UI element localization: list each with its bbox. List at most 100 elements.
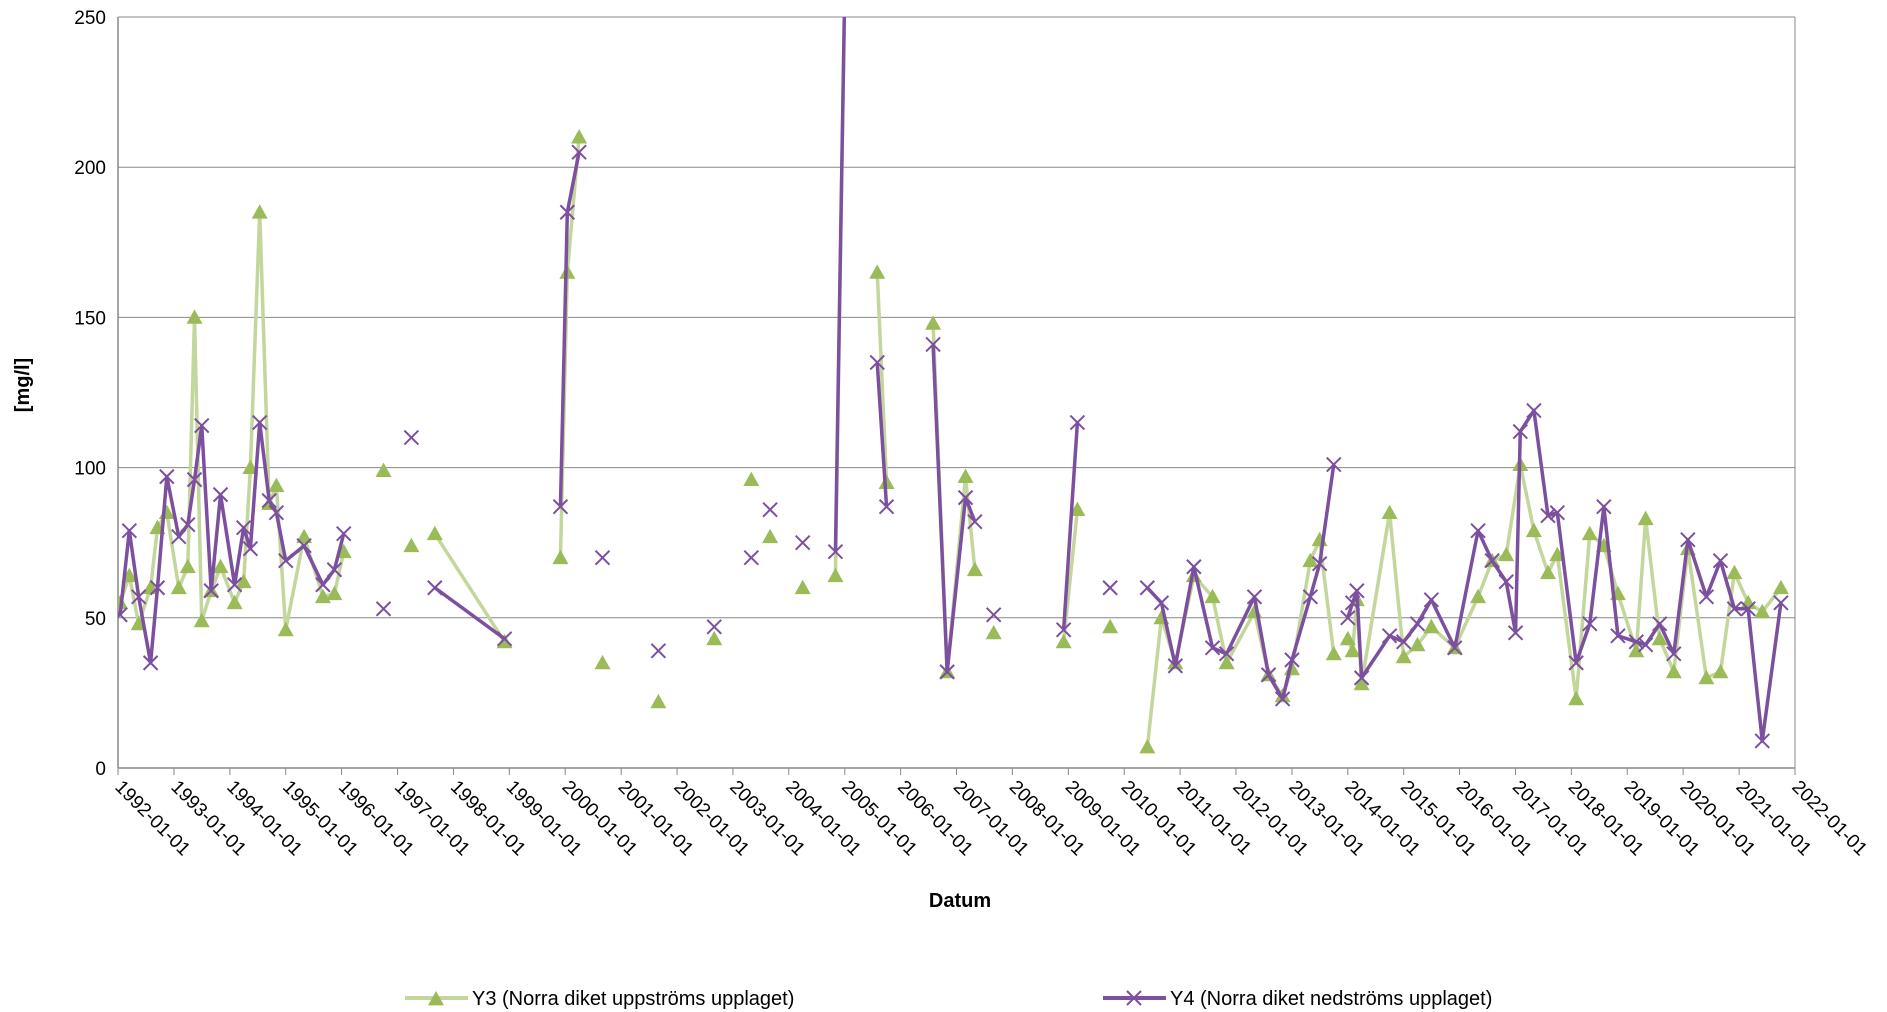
data-point-y3 [186,309,203,324]
series-layer [118,17,1789,754]
series-y4 [118,17,1789,749]
data-point-y3 [296,528,313,544]
data-point-y3 [1381,504,1398,520]
data-point-y4 [1582,616,1598,632]
data-point-y4 [1344,595,1361,611]
series-line-y3 [875,272,889,483]
data-point-y3 [326,585,343,601]
legend-y3-marker [428,991,444,1006]
data-point-y3 [762,528,779,544]
data-point-y3 [743,471,760,487]
data-point-y3 [1204,588,1221,604]
data-point-y4 [1055,622,1072,638]
data-point-y4 [1773,595,1789,611]
data-point-y3 [226,594,243,610]
data-point-y3 [1581,525,1598,541]
y-tick-labels: 0 50 100 150 200 250 [74,8,106,780]
series-y3 [118,17,1789,754]
data-point-y4 [1726,601,1743,617]
data-point-y3 [1069,501,1086,517]
data-point-y4 [186,471,203,488]
data-point-y4 [1680,531,1696,548]
data-point-y3 [179,558,196,574]
data-point-y4 [594,550,611,566]
data-point-y3 [985,624,1002,640]
data-point-y4 [552,498,569,515]
data-point-y4 [1652,616,1668,632]
data-point-y4 [1666,646,1682,662]
gridlines [118,16,1795,619]
data-point-y3 [1498,546,1515,562]
data-point-y4 [571,144,587,160]
data-point-y4 [496,631,513,647]
legend: Y3 (Norra diket uppströms upplaget) Y4 (… [405,988,1492,1010]
axes [117,17,1796,775]
data-point-y3 [1423,618,1440,634]
series-line-y4 [1061,422,1080,630]
legend-item-y3: Y3 (Norra diket uppströms upplaget) [405,988,794,1010]
data-point-y4 [1637,637,1654,653]
data-point-y3 [1102,618,1119,634]
data-point-y4 [142,655,159,671]
series-line-y4 [833,17,847,552]
data-point-y3 [1754,603,1771,619]
y-tick-label: 150 [74,308,106,329]
data-point-y4 [403,429,420,446]
data-point-y4 [242,541,259,557]
data-point-y4 [1274,691,1291,707]
y-tick-label: 100 [74,459,106,480]
data-point-y3 [1470,588,1487,604]
data-point-y4 [1712,553,1729,569]
data-point-y4 [650,643,667,659]
data-point-y4 [1311,556,1328,572]
data-point-y4 [1353,670,1370,686]
data-point-y4 [762,501,778,518]
data-point-y4 [1395,634,1412,650]
data-point-y4 [1340,610,1356,626]
data-point-y4 [235,519,252,536]
x-tick-labels: 1992-01-011993-01-011994-01-011995-01-01… [110,777,1871,861]
data-point-y4 [1754,733,1770,749]
y-axis-title: [mg/l] [12,358,34,412]
data-point-y3 [650,693,667,709]
data-point-y3 [242,459,259,474]
data-point-y4 [296,537,312,554]
data-point-y3 [1712,663,1729,679]
data-point-y4 [121,522,138,539]
x-axis-title: Datum [929,890,991,912]
data-point-y4 [1447,640,1463,656]
data-point-y3 [706,630,723,646]
data-point-y3 [1339,630,1356,646]
data-point-y3 [1409,636,1426,652]
data-point-y4 [1069,414,1086,431]
data-point-y4 [427,580,443,596]
data-point-y4 [1260,667,1277,683]
data-point-y3 [170,579,187,595]
data-point-y4 [1549,504,1566,521]
data-point-y4 [1628,634,1645,650]
data-point-y4 [149,580,166,596]
data-point-y4 [1610,628,1626,644]
data-point-y3 [1726,564,1743,580]
data-point-y3 [827,567,844,583]
data-point-y3 [1525,522,1542,538]
data-point-y3 [235,573,252,589]
data-point-y4 [967,513,983,530]
data-point-y4 [226,577,243,593]
data-point-y3 [375,462,392,478]
data-point-y4 [827,544,844,560]
data-point-y4 [1218,646,1235,662]
data-point-y4 [159,468,175,485]
data-point-y4 [1596,498,1612,515]
data-point-y4 [326,562,343,578]
data-point-y4 [1139,580,1156,596]
data-point-y3 [1302,552,1319,568]
data-point-y3 [1628,642,1645,658]
data-point-y4 [261,492,277,509]
data-point-y4 [1498,574,1514,590]
data-point-y4 [212,486,229,503]
data-point-y4 [1246,589,1263,605]
data-point-y3 [1637,510,1654,526]
data-point-y4 [1302,589,1319,605]
data-point-y4 [1423,592,1440,608]
